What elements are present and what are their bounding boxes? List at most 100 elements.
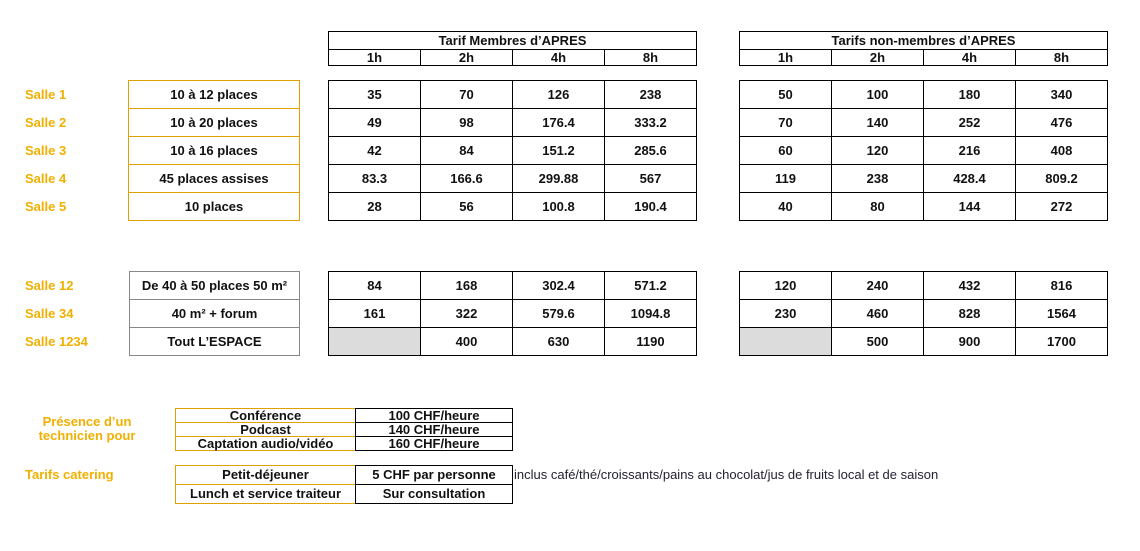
service-price: 140 CHF/heure xyxy=(355,422,513,437)
service-name: Conférence xyxy=(175,408,356,423)
price-cell: 285.6 xyxy=(604,136,697,165)
table-header: Tarif Membres d’APRES xyxy=(328,31,697,50)
price-cell: 238 xyxy=(831,164,924,193)
room-name: Salle 1 xyxy=(25,86,67,102)
price-cell: 144 xyxy=(923,192,1016,221)
price-cell: 176.4 xyxy=(512,108,605,137)
price-cell: 299.88 xyxy=(512,164,605,193)
price-cell: 428.4 xyxy=(923,164,1016,193)
duration-header: 4h xyxy=(923,49,1016,66)
price-cell: 119 xyxy=(739,164,832,193)
price-cell: 272 xyxy=(1015,192,1108,221)
price-cell: 56 xyxy=(420,192,513,221)
price-cell: 230 xyxy=(739,299,832,328)
price-cell xyxy=(739,327,832,356)
price-cell: 1564 xyxy=(1015,299,1108,328)
price-cell: 126 xyxy=(512,80,605,109)
price-cell: 630 xyxy=(512,327,605,356)
price-cell: 190.4 xyxy=(604,192,697,221)
room-capacity: 10 à 20 places xyxy=(128,108,300,137)
service-name: Captation audio/vidéo xyxy=(175,436,356,451)
price-cell: 98 xyxy=(420,108,513,137)
price-cell: 500 xyxy=(831,327,924,356)
price-cell: 168 xyxy=(420,271,513,300)
duration-header: 2h xyxy=(420,49,513,66)
price-cell: 432 xyxy=(923,271,1016,300)
price-cell: 60 xyxy=(739,136,832,165)
room-capacity: 10 à 12 places xyxy=(128,80,300,109)
duration-header: 8h xyxy=(604,49,697,66)
room-capacity: 40 m² + forum xyxy=(129,299,300,328)
room-name: Salle 5 xyxy=(25,198,67,214)
price-cell: 816 xyxy=(1015,271,1108,300)
price-cell: 252 xyxy=(923,108,1016,137)
price-cell: 1094.8 xyxy=(604,299,697,328)
price-cell: 1190 xyxy=(604,327,697,356)
price-cell xyxy=(328,327,421,356)
price-cell: 151.2 xyxy=(512,136,605,165)
price-cell: 50 xyxy=(739,80,832,109)
price-cell: 579.6 xyxy=(512,299,605,328)
duration-header: 1h xyxy=(739,49,832,66)
price-cell: 83.3 xyxy=(328,164,421,193)
duration-header: 8h xyxy=(1015,49,1108,66)
price-cell: 35 xyxy=(328,80,421,109)
catering-price: Sur consultation xyxy=(355,484,513,504)
price-cell: 571.2 xyxy=(604,271,697,300)
technician-label: Présence d’un technicien pour xyxy=(38,414,136,443)
price-cell: 828 xyxy=(923,299,1016,328)
room-capacity: 10 à 16 places xyxy=(128,136,300,165)
catering-name: Lunch et service traiteur xyxy=(175,484,356,504)
room-name: Salle 3 xyxy=(25,142,67,158)
price-cell: 49 xyxy=(328,108,421,137)
price-cell: 100.8 xyxy=(512,192,605,221)
catering-name: Petit-déjeuner xyxy=(175,465,356,485)
price-cell: 322 xyxy=(420,299,513,328)
price-cell: 120 xyxy=(739,271,832,300)
room-capacity: 10 places xyxy=(128,192,300,221)
price-cell: 240 xyxy=(831,271,924,300)
price-cell: 809.2 xyxy=(1015,164,1108,193)
room-capacity: Tout L’ESPACE xyxy=(129,327,300,356)
price-cell: 216 xyxy=(923,136,1016,165)
price-cell: 80 xyxy=(831,192,924,221)
price-cell: 140 xyxy=(831,108,924,137)
catering-note: inclus café/thé/croissants/pains au choc… xyxy=(514,467,939,482)
price-cell: 1700 xyxy=(1015,327,1108,356)
price-cell: 476 xyxy=(1015,108,1108,137)
room-name: Salle 1234 xyxy=(25,333,88,349)
price-cell: 42 xyxy=(328,136,421,165)
duration-header: 4h xyxy=(512,49,605,66)
duration-header: 1h xyxy=(328,49,421,66)
price-cell: 408 xyxy=(1015,136,1108,165)
room-name: Salle 34 xyxy=(25,305,74,321)
duration-header: 2h xyxy=(831,49,924,66)
price-cell: 40 xyxy=(739,192,832,221)
price-cell: 333.2 xyxy=(604,108,697,137)
service-name: Podcast xyxy=(175,422,356,437)
price-cell: 238 xyxy=(604,80,697,109)
catering-label: Tarifs catering xyxy=(25,466,114,482)
room-capacity: De 40 à 50 places 50 m² xyxy=(129,271,300,300)
price-cell: 100 xyxy=(831,80,924,109)
table-header: Tarifs non-membres d’APRES xyxy=(739,31,1108,50)
price-cell: 302.4 xyxy=(512,271,605,300)
service-price: 100 CHF/heure xyxy=(355,408,513,423)
price-cell: 28 xyxy=(328,192,421,221)
room-name: Salle 2 xyxy=(25,114,67,130)
price-cell: 400 xyxy=(420,327,513,356)
price-cell: 166.6 xyxy=(420,164,513,193)
room-name: Salle 4 xyxy=(25,170,67,186)
price-cell: 70 xyxy=(739,108,832,137)
price-cell: 180 xyxy=(923,80,1016,109)
price-cell: 84 xyxy=(328,271,421,300)
price-cell: 84 xyxy=(420,136,513,165)
price-cell: 340 xyxy=(1015,80,1108,109)
price-cell: 161 xyxy=(328,299,421,328)
room-name: Salle 12 xyxy=(25,277,74,293)
price-cell: 900 xyxy=(923,327,1016,356)
price-cell: 70 xyxy=(420,80,513,109)
catering-price: 5 CHF par personne xyxy=(355,465,513,485)
service-price: 160 CHF/heure xyxy=(355,436,513,451)
